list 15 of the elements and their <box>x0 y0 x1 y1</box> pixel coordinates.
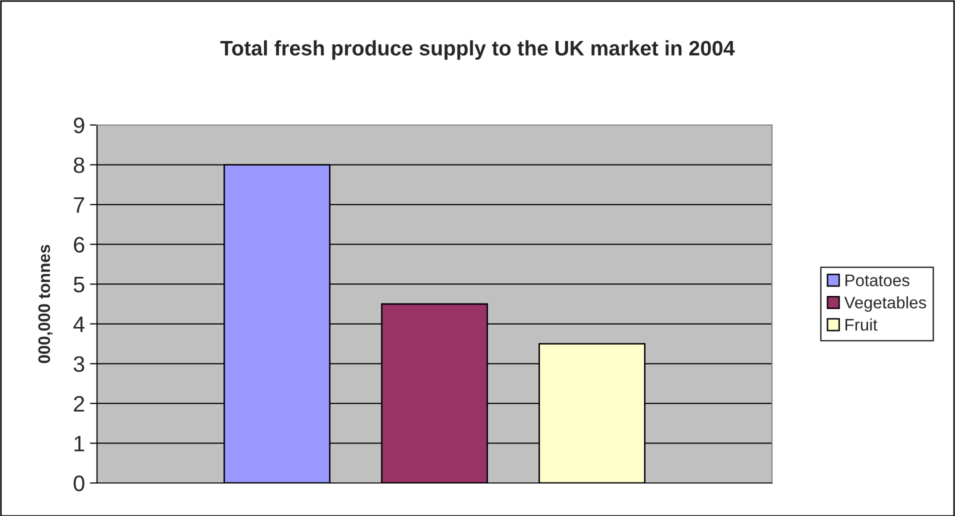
y-tick-label: 5 <box>74 276 84 292</box>
y-tick-label: 6 <box>74 236 84 253</box>
y-tick-label: 3 <box>74 356 84 372</box>
y-tick-label: 9 <box>74 118 84 134</box>
legend-label: Fruit <box>846 318 878 331</box>
y-tick-label: 7 <box>74 197 84 213</box>
y-tick-label: 1 <box>74 436 84 452</box>
y-axis-title: 000,000 tonnes <box>38 244 53 364</box>
y-tick-label: 0 <box>74 476 84 492</box>
legend-label: Vegetables <box>844 296 926 312</box>
legend-label: Potatoes <box>846 274 910 286</box>
y-tick-label: 8 <box>74 157 84 174</box>
y-tick-label: 4 <box>73 316 85 332</box>
y-tick-label: 2 <box>74 396 84 412</box>
chart-title: Total fresh produce supply to the UK market in 2004 <box>220 40 735 60</box>
